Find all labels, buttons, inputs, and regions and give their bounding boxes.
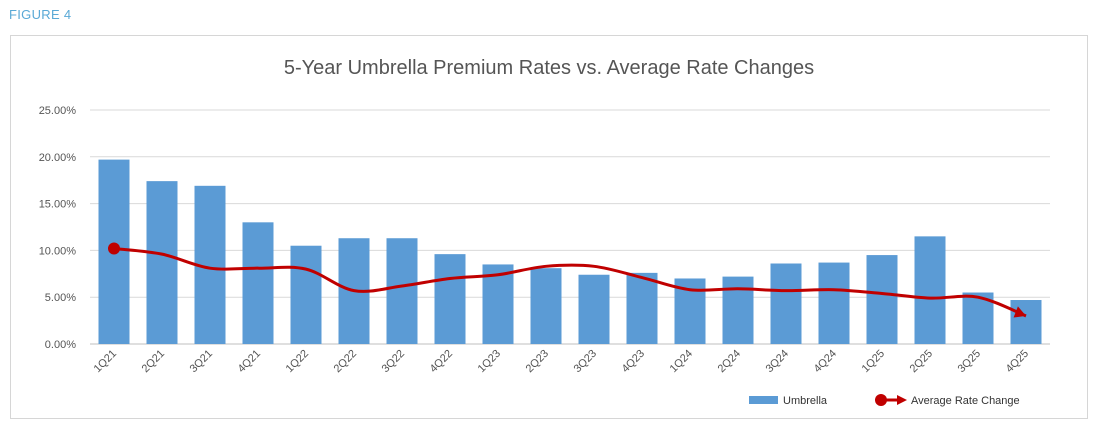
x-tick-label: 3Q23 [572, 348, 600, 376]
bar-4Q21 [242, 222, 274, 344]
x-tick-label: 4Q22 [428, 348, 456, 376]
y-tick-label: 25.00% [39, 105, 77, 117]
figure-label: FIGURE 4 [9, 7, 72, 22]
y-tick-label: 10.00% [39, 245, 77, 257]
line-end-arrow [1013, 306, 1026, 318]
y-tick-label: 0.00% [45, 339, 76, 351]
average-rate-change-line [113, 247, 1027, 318]
x-tick-label: 2Q22 [332, 348, 360, 376]
x-tick-label: 1Q21 [92, 348, 120, 376]
x-tick-label: 2Q24 [716, 348, 744, 376]
bar-2Q24 [722, 276, 754, 344]
bar-3Q23 [578, 274, 610, 344]
x-tick-label: 1Q24 [668, 348, 696, 376]
bar-2Q25 [914, 236, 946, 344]
legend: Umbrella Average Rate Change [749, 394, 1020, 407]
x-tick-label: 2Q25 [908, 348, 936, 376]
x-tick-label: 4Q25 [1004, 348, 1032, 376]
legend-label-umbrella: Umbrella [783, 395, 828, 407]
x-tick-label: 3Q21 [188, 348, 216, 376]
legend-label-average-rate-change: Average Rate Change [911, 395, 1020, 407]
legend-swatch-marker [875, 394, 887, 406]
x-tick-label: 4Q24 [812, 348, 840, 376]
line-series [108, 242, 1027, 318]
bar-4Q23 [626, 272, 658, 344]
x-tick-label: 1Q25 [860, 348, 888, 376]
chart-svg: 0.00% 5.00% 10.00% 15.00% 20.00% 25.00% 1Q21 2… [39, 105, 1050, 407]
bar-2Q23 [530, 268, 562, 344]
bar-3Q22 [386, 238, 418, 344]
bar-1Q22 [290, 245, 322, 344]
legend-swatch-arrow [897, 395, 907, 405]
x-axis: 1Q21 2Q21 3Q21 4Q21 1Q22 2Q22 3Q22 4Q22 1Q23 2Q23… [92, 348, 1032, 376]
bar-1Q23 [482, 264, 514, 344]
y-tick-label: 5.00% [45, 292, 76, 304]
bar-2Q21 [146, 181, 178, 344]
line-start-marker [108, 242, 120, 255]
x-tick-label: 3Q25 [956, 348, 984, 376]
y-tick-label: 15.00% [39, 199, 77, 211]
x-tick-label: 2Q21 [140, 348, 168, 376]
bar-3Q24 [770, 263, 802, 344]
y-axis: 0.00% 5.00% 10.00% 15.00% 20.00% 25.00% [39, 105, 77, 351]
x-tick-label: 1Q22 [284, 348, 312, 376]
bar-4Q25 [1010, 300, 1042, 344]
bar-series [98, 159, 1042, 344]
x-tick-label: 3Q22 [380, 348, 408, 376]
y-tick-label: 20.00% [39, 152, 77, 164]
x-tick-label: 4Q23 [620, 348, 648, 376]
x-tick-label: 2Q23 [524, 348, 552, 376]
legend-swatch-umbrella [749, 396, 778, 404]
bar-1Q25 [866, 255, 898, 344]
x-tick-label: 3Q24 [764, 348, 792, 376]
chart-frame: 5-Year Umbrella Premium Rates vs. Averag… [10, 35, 1088, 419]
chart-title: 5-Year Umbrella Premium Rates vs. Averag… [283, 57, 815, 79]
gridlines [90, 109, 1050, 345]
bar-4Q22 [434, 254, 466, 344]
x-tick-label: 4Q21 [236, 348, 264, 376]
bar-4Q24 [818, 262, 850, 344]
x-tick-label: 1Q23 [476, 348, 504, 376]
